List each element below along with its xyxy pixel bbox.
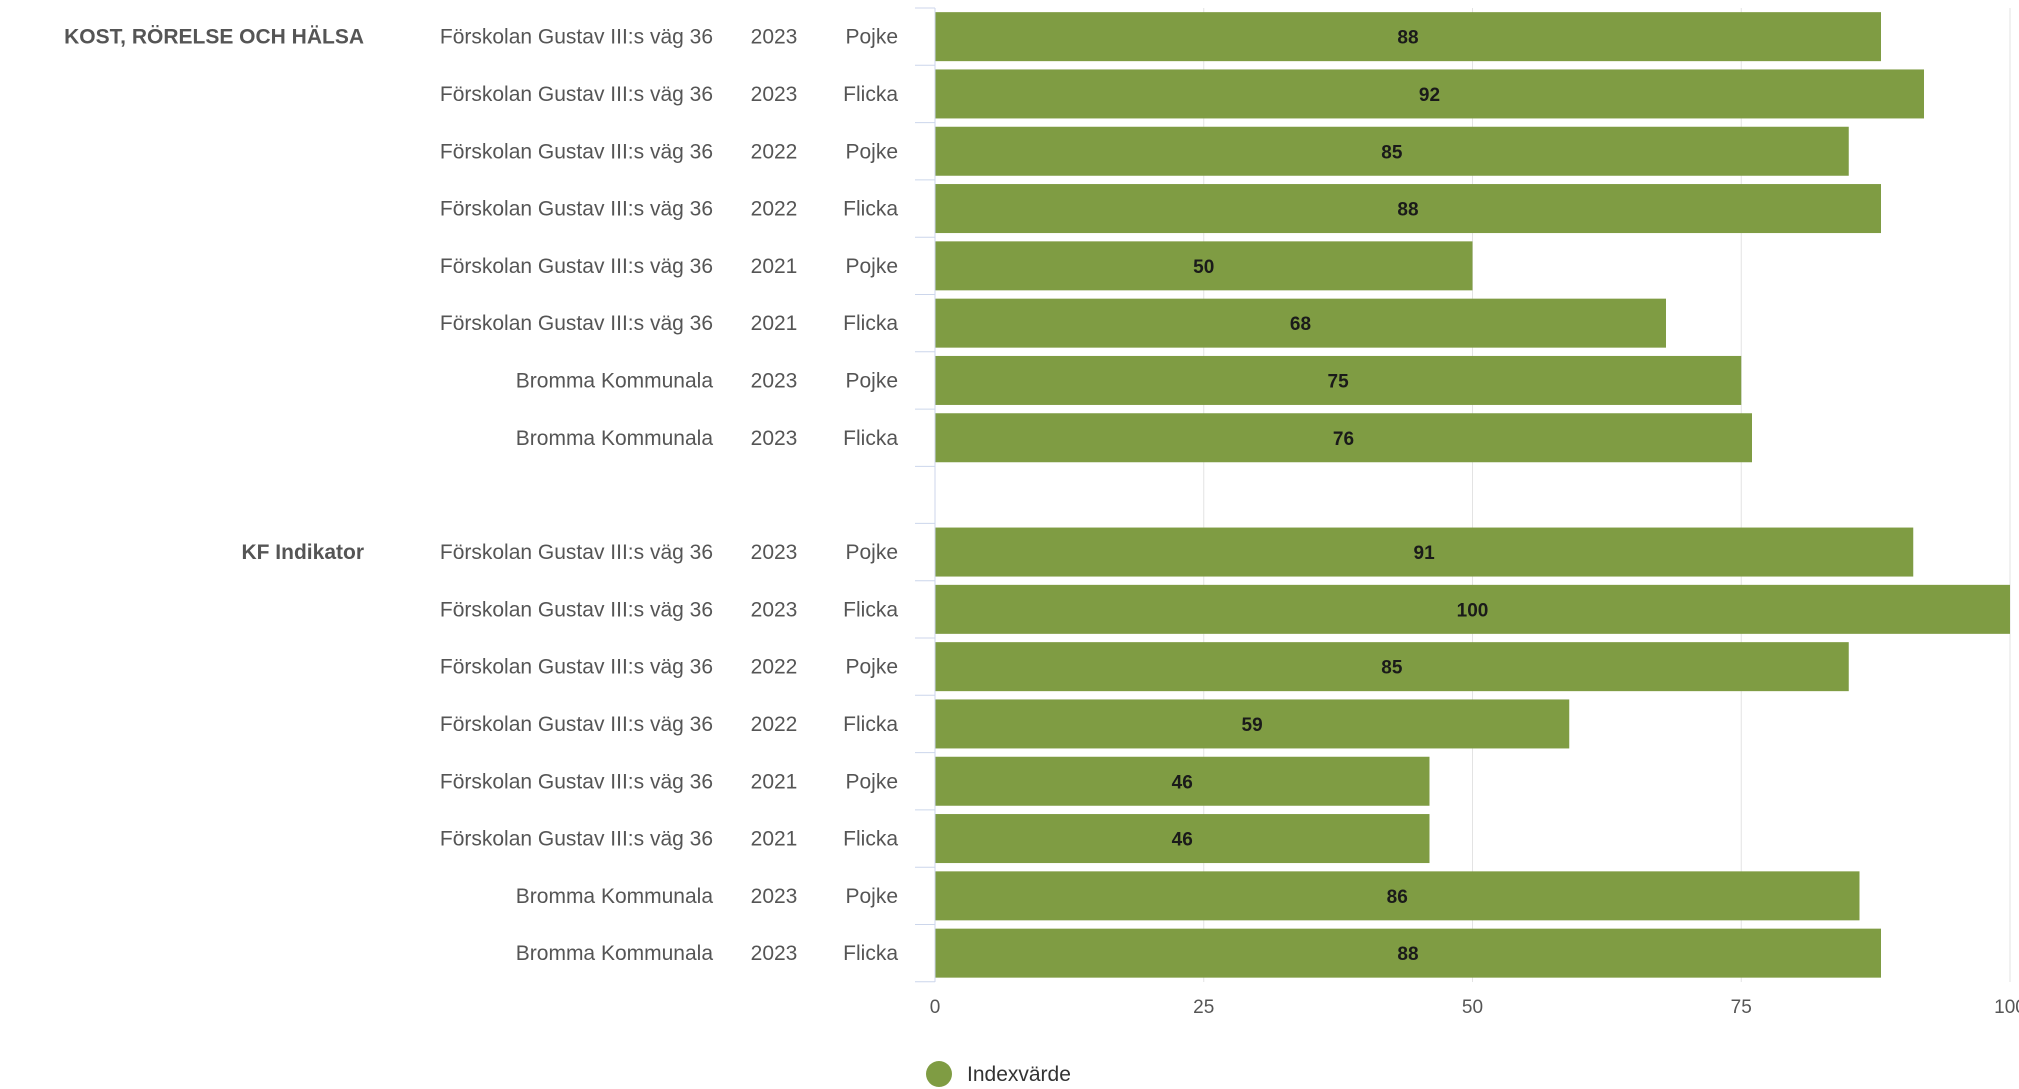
bars [935, 12, 2010, 978]
unit-label: Bromma Kommunala [516, 369, 714, 392]
data-label: 88 [1397, 200, 1418, 221]
gender-label: Flicka [843, 198, 898, 221]
bar[interactable] [935, 642, 1849, 692]
year-label: 2023 [751, 26, 798, 49]
data-label: 88 [1397, 944, 1418, 965]
bar[interactable] [935, 355, 1742, 405]
bar[interactable] [935, 241, 1473, 291]
unit-label: Förskolan Gustav III:s väg 36 [440, 770, 713, 793]
legend-label: Indexvärde [967, 1063, 1071, 1086]
legend[interactable]: Indexvärde [926, 1061, 1071, 1087]
gender-label: Pojke [845, 885, 898, 908]
year-label: 2023 [751, 598, 798, 621]
data-label: 91 [1414, 543, 1436, 564]
gender-label: Flicka [843, 942, 898, 965]
gender-label: Flicka [843, 83, 898, 106]
x-tick-label: 0 [930, 997, 941, 1018]
unit-label: Förskolan Gustav III:s väg 36 [440, 26, 713, 49]
gender-label: Pojke [845, 255, 898, 278]
unit-label: Förskolan Gustav III:s väg 36 [440, 83, 713, 106]
gender-label: Flicka [843, 312, 898, 335]
unit-label: Förskolan Gustav III:s väg 36 [440, 198, 713, 221]
unit-label: Förskolan Gustav III:s väg 36 [440, 541, 713, 564]
gender-label: Flicka [843, 828, 898, 851]
data-label: 85 [1381, 658, 1403, 679]
x-tick-label: 75 [1731, 997, 1752, 1018]
year-label: 2023 [751, 83, 798, 106]
data-label: 68 [1290, 314, 1311, 335]
year-label: 2021 [751, 828, 798, 851]
gender-label: Pojke [845, 541, 898, 564]
year-label: 2022 [751, 656, 798, 679]
gender-label: Flicka [843, 427, 898, 450]
bar[interactable] [935, 527, 1914, 577]
unit-label: Förskolan Gustav III:s väg 36 [440, 656, 713, 679]
bar[interactable] [935, 12, 1881, 62]
bar[interactable] [935, 928, 1881, 978]
gender-label: Pojke [845, 656, 898, 679]
x-tick-label: 100 [1994, 997, 2019, 1018]
data-label: 75 [1328, 371, 1350, 392]
gender-label: Pojke [845, 369, 898, 392]
unit-label: Förskolan Gustav III:s väg 36 [440, 713, 713, 736]
data-label: 85 [1381, 142, 1403, 163]
data-label: 46 [1172, 830, 1193, 851]
bar[interactable] [935, 814, 1430, 864]
unit-label: Förskolan Gustav III:s väg 36 [440, 255, 713, 278]
unit-label: Förskolan Gustav III:s väg 36 [440, 312, 713, 335]
year-label: 2022 [751, 198, 798, 221]
gender-label: Pojke [845, 26, 898, 49]
year-label: 2021 [751, 255, 798, 278]
year-label: 2023 [751, 541, 798, 564]
year-label: 2023 [751, 942, 798, 965]
unit-label: Förskolan Gustav III:s väg 36 [440, 140, 713, 163]
bar[interactable] [935, 126, 1849, 176]
x-tick-label: 25 [1193, 997, 1214, 1018]
year-label: 2022 [751, 140, 798, 163]
bar[interactable] [935, 699, 1570, 749]
x-tick-label: 50 [1462, 997, 1483, 1018]
data-label: 88 [1397, 28, 1418, 49]
bar[interactable] [935, 298, 1666, 348]
data-label: 100 [1457, 600, 1489, 621]
bar[interactable] [935, 871, 1860, 921]
data-label: 59 [1242, 715, 1263, 736]
data-label: 46 [1172, 772, 1193, 793]
year-label: 2021 [751, 312, 798, 335]
year-label: 2021 [751, 770, 798, 793]
year-label: 2023 [751, 369, 798, 392]
data-label: 50 [1193, 257, 1214, 278]
bar[interactable] [935, 584, 2010, 634]
unit-label: Bromma Kommunala [516, 885, 714, 908]
gender-label: Pojke [845, 770, 898, 793]
year-label: 2023 [751, 427, 798, 450]
bar[interactable] [935, 756, 1430, 806]
bar[interactable] [935, 69, 1924, 119]
unit-label: Bromma Kommunala [516, 942, 714, 965]
data-label: 92 [1419, 85, 1440, 106]
group-label: KF Indikator [241, 541, 364, 564]
bar[interactable] [935, 413, 1752, 463]
unit-label: Förskolan Gustav III:s väg 36 [440, 828, 713, 851]
unit-label: Förskolan Gustav III:s väg 36 [440, 598, 713, 621]
bar[interactable] [935, 184, 1881, 234]
gender-label: Flicka [843, 713, 898, 736]
data-label: 86 [1387, 887, 1408, 908]
legend-symbol [926, 1061, 952, 1087]
group-label: KOST, RÖRELSE OCH HÄLSA [64, 26, 364, 49]
year-label: 2022 [751, 713, 798, 736]
unit-label: Bromma Kommunala [516, 427, 714, 450]
gender-label: Flicka [843, 598, 898, 621]
data-label: 76 [1333, 429, 1354, 450]
gender-label: Pojke [845, 140, 898, 163]
year-label: 2023 [751, 885, 798, 908]
